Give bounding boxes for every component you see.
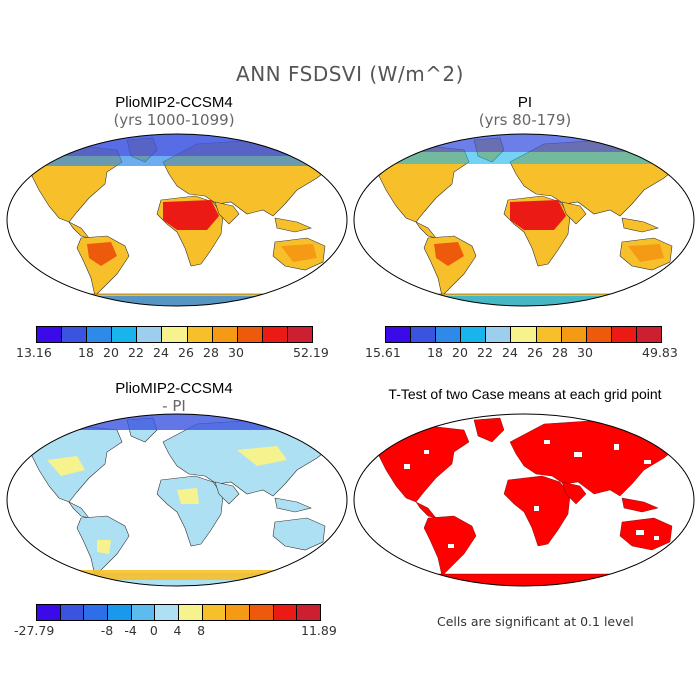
colorbar-swatch (225, 605, 250, 620)
colorbar-labels-top-left: 13.16 18 20 22 24 26 28 30 52.19 (16, 345, 329, 361)
panel-title-bottom-left: PlioMIP2-CCSM4 (115, 380, 233, 397)
colorbar-swatch (37, 327, 62, 342)
colorbar-tick-label: 26 (178, 345, 194, 360)
colorbar-swatch (83, 605, 108, 620)
colorbar-top-right (385, 326, 662, 343)
colorbar-swatch (535, 327, 561, 342)
colorbar-swatch (59, 605, 84, 620)
panel-subtitle-top-left: (yrs 1000-1099) (113, 111, 235, 129)
colorbar-tick-label: 8 (197, 623, 206, 638)
colorbar-tick-label: 4 (173, 623, 182, 638)
colorbar-swatch (386, 327, 411, 342)
colorbar-tick-label: -27.79 (14, 623, 55, 638)
colorbar-swatch (37, 605, 60, 620)
colorbar-swatch (435, 327, 461, 342)
colorbar-tick-label: 30 (577, 345, 593, 360)
colorbar-swatch (249, 605, 273, 620)
colorbar-swatch (610, 327, 636, 342)
colorbar-tick-label: 18 (427, 345, 443, 360)
colorbar-tick-label: 20 (452, 345, 468, 360)
colorbar-swatch (261, 327, 287, 342)
colorbar-swatch (410, 327, 436, 342)
colorbar-swatch (585, 327, 611, 342)
colorbar-swatch (111, 327, 137, 342)
colorbar-tick-label: -8 (100, 623, 114, 638)
colorbar-swatch (485, 327, 511, 342)
map-top-right (353, 133, 695, 307)
colorbar-swatch (510, 327, 536, 342)
colorbar-tick-label: 28 (203, 345, 219, 360)
colorbar-swatch (201, 605, 226, 620)
colorbar-swatch (272, 605, 297, 620)
colorbar-tick-label: 52.19 (293, 345, 329, 360)
colorbar-swatch (107, 605, 131, 620)
panel-title-bottom-right: T-Test of two Case means at each grid po… (388, 386, 662, 402)
colorbar-swatch (178, 605, 202, 620)
colorbar-swatch (61, 327, 87, 342)
colorbar-top-left (36, 326, 313, 343)
colorbar-swatch (161, 327, 187, 342)
colorbar-tick-label: 24 (502, 345, 518, 360)
colorbar-swatch (286, 327, 313, 342)
colorbar-swatch (211, 327, 237, 342)
colorbar-swatch (136, 327, 162, 342)
colorbar-tick-label: 49.83 (642, 345, 678, 360)
colorbar-swatch (130, 605, 155, 620)
colorbar-swatch (186, 327, 212, 342)
panel-title-top-right: PI (517, 94, 533, 111)
colorbar-swatch (154, 605, 179, 620)
colorbar-tick-label: 18 (78, 345, 94, 360)
colorbar-swatch (460, 327, 486, 342)
panel-title-top-left: PlioMIP2-CCSM4 (115, 94, 233, 111)
colorbar-tick-label: 22 (128, 345, 144, 360)
colorbar-swatch (236, 327, 262, 342)
colorbar-swatch (296, 605, 321, 620)
colorbar-tick-label: 11.89 (301, 623, 337, 638)
colorbar-labels-bottom-left: -27.79 -8 -4 0 4 8 11.89 (14, 623, 337, 639)
map-bottom-left (6, 413, 348, 587)
colorbar-swatch (560, 327, 586, 342)
map-top-left (6, 133, 348, 307)
colorbar-tick-label: 30 (228, 345, 244, 360)
colorbar-bottom-left (36, 604, 321, 621)
colorbar-tick-label: 0 (149, 623, 158, 638)
colorbar-tick-label: 28 (552, 345, 568, 360)
main-title: ANN FSDSVI (W/m^2) (236, 62, 464, 86)
colorbar-tick-label: 26 (527, 345, 543, 360)
map-bottom-right (353, 413, 695, 587)
significance-note: Cells are significant at 0.1 level (437, 614, 634, 629)
colorbar-swatch (86, 327, 112, 342)
panel-subtitle-top-right: (yrs 80-179) (478, 111, 572, 129)
colorbar-labels-top-right: 15.61 18 20 22 24 26 28 30 49.83 (365, 345, 678, 361)
colorbar-tick-label: 20 (103, 345, 119, 360)
colorbar-tick-label: 22 (477, 345, 493, 360)
colorbar-tick-label: 13.16 (16, 345, 52, 360)
colorbar-tick-label: 15.61 (365, 345, 401, 360)
colorbar-swatch (635, 327, 662, 342)
colorbar-tick-label: -4 (124, 623, 137, 638)
colorbar-tick-label: 24 (153, 345, 169, 360)
panel-subtitle-bottom-left: - PI (162, 397, 186, 415)
